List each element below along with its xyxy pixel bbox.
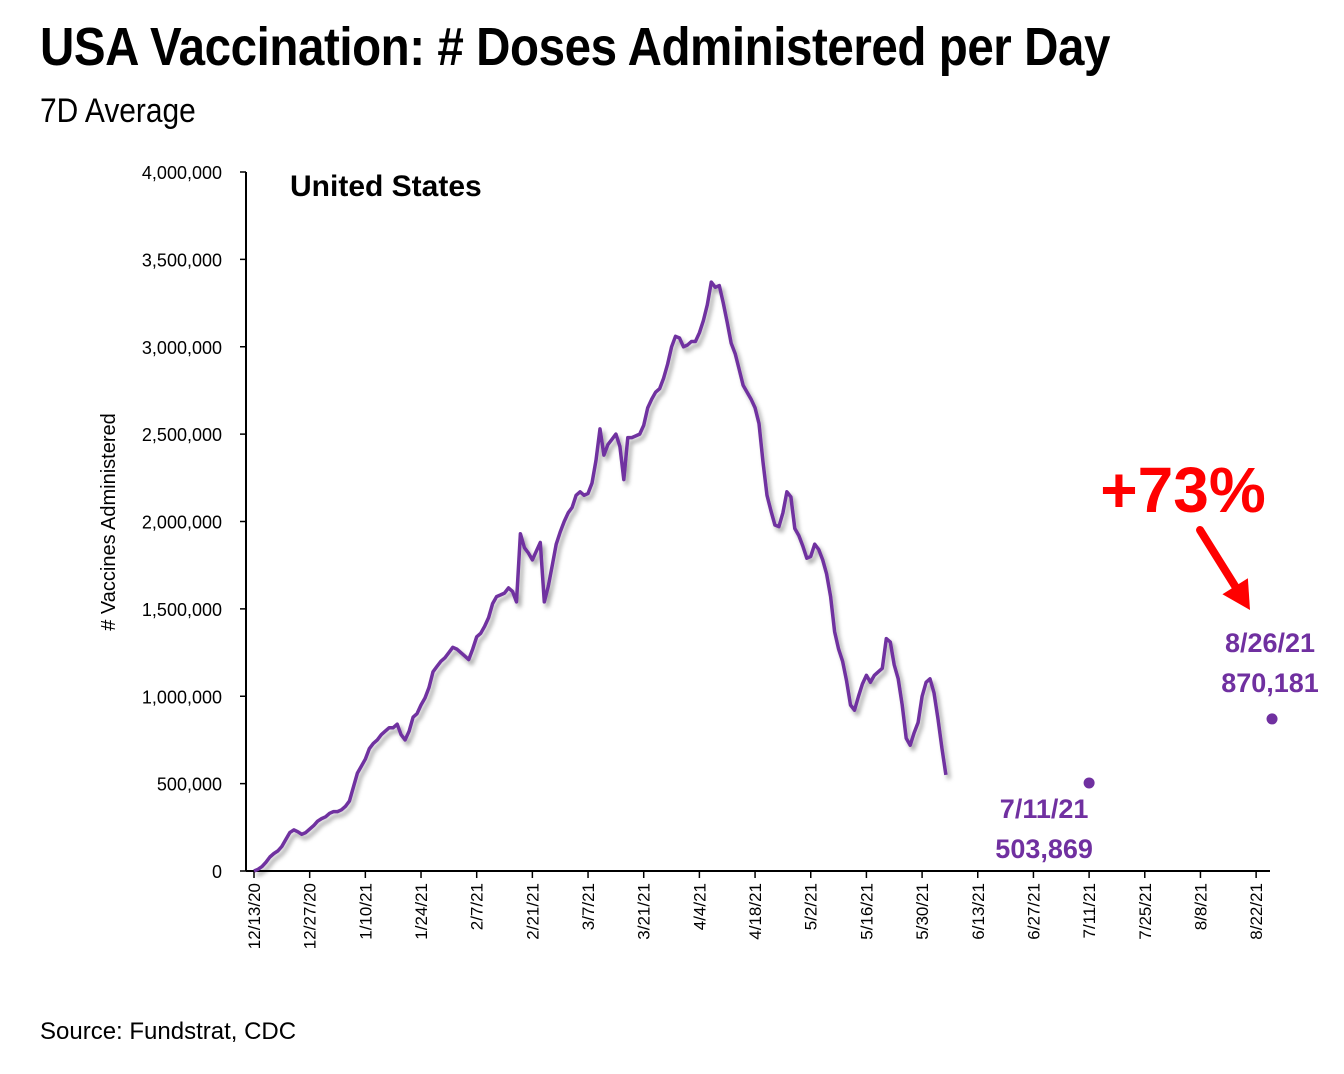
y-tick-label: 1,500,000 [142,600,222,620]
x-tick-label: 6/13/21 [969,883,988,940]
latest-value-label: 870,181 [1221,668,1319,698]
x-tick-label: 2/7/21 [468,883,487,930]
x-tick-label: 7/25/21 [1136,883,1155,940]
x-tick-label: 1/10/21 [356,883,375,940]
x-tick-label: 7/11/21 [1080,883,1099,938]
x-tick-label: 5/30/21 [913,883,932,940]
y-tick-label: 3,000,000 [142,338,222,358]
x-tick-label: 1/24/21 [412,883,431,940]
x-tick-label: 5/16/21 [857,883,876,940]
trough-marker [1083,777,1095,789]
chart-title: United States [290,170,482,203]
latest-date-label: 8/26/21 [1225,628,1315,658]
latest-marker [1266,713,1278,725]
x-tick-label: 4/4/21 [690,883,709,930]
y-tick-label: 1,000,000 [142,687,222,707]
x-tick-label: 2/21/21 [523,883,542,940]
x-tick-label: 6/27/21 [1024,883,1043,940]
y-axis-label: # Vaccines Administered [98,413,120,631]
page-subtitle: 7D Average [40,92,196,130]
x-tick-label: 12/27/20 [301,883,320,949]
y-tick-label: 2,500,000 [142,425,222,445]
arrow-head [1222,578,1250,610]
x-tick-label: 12/13/20 [245,883,264,949]
page-title: USA Vaccination: # Doses Administered pe… [40,17,1110,77]
change-percent-label: +73% [1100,454,1265,526]
trough-value-label: 503,869 [995,834,1093,864]
source-note: Source: Fundstrat, CDC [40,1018,297,1045]
x-tick-label: 4/18/21 [746,883,765,940]
y-tick-label: 500,000 [157,775,222,795]
y-tick-label: 0 [212,862,222,882]
x-tick-label: 8/22/21 [1247,883,1266,940]
y-tick-label: 4,000,000 [142,163,222,183]
x-tick-label: 3/21/21 [635,883,654,940]
x-tick-label: 5/2/21 [802,883,821,930]
arrow-shaft [1196,526,1244,598]
series-line [253,280,948,873]
x-tick-label: 8/8/21 [1191,883,1210,930]
y-tick-label: 2,000,000 [142,513,222,533]
y-tick-label: 3,500,000 [142,250,222,270]
x-tick-label: 3/7/21 [579,883,598,930]
trough-date-label: 7/11/21 [1000,794,1089,824]
